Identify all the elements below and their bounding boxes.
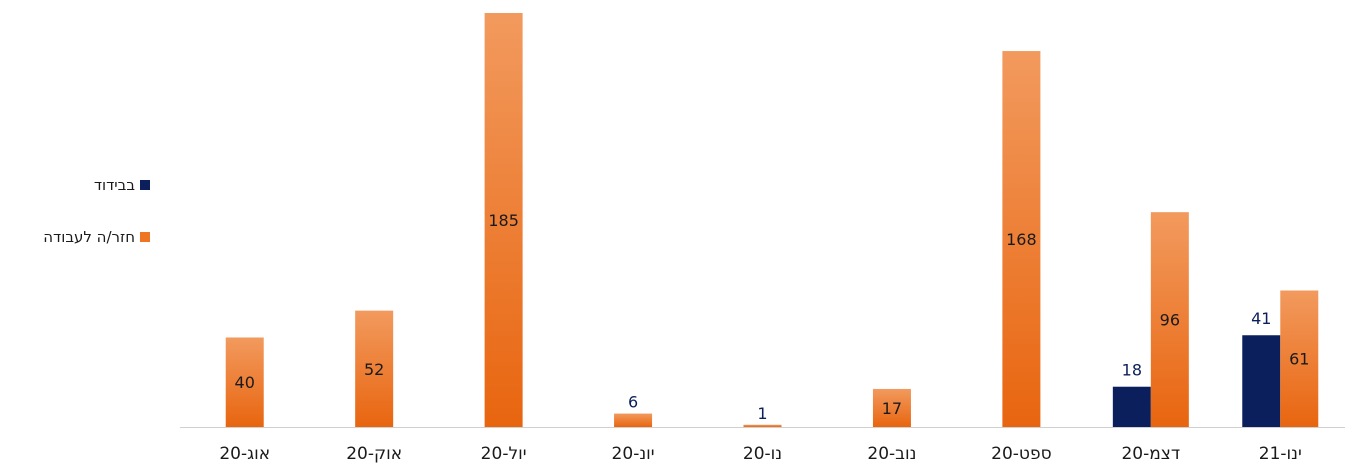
x-tick-labels-layer: אוג-20 אוק-20 יול-20 יונ-20 נו-20 נוב-20 ספט-2…	[219, 444, 1301, 464]
data-label-returned: 6	[628, 393, 638, 412]
data-label-returned: 61	[1289, 350, 1309, 369]
data-label-returned: 40	[235, 373, 255, 392]
data-label-returned: 168	[1006, 230, 1037, 249]
x-tick-label: ספט-20	[991, 444, 1051, 464]
bar-returned	[355, 310, 394, 427]
data-label-returned: 96	[1160, 311, 1180, 330]
data-label-isolation: 18	[1122, 361, 1142, 380]
bar-returned	[1150, 212, 1189, 427]
bar-isolation	[1242, 335, 1281, 427]
x-tick-label: יונ-20	[612, 444, 655, 464]
bar-returned	[614, 413, 653, 427]
bar-returned	[1280, 290, 1319, 427]
bars-layer	[225, 13, 1319, 427]
data-label-returned: 17	[882, 399, 902, 418]
x-tick-label: אוק-20	[346, 444, 402, 464]
bar-returned	[743, 424, 782, 427]
bar-returned	[225, 337, 264, 427]
data-label-isolation: 41	[1251, 309, 1271, 328]
data-label-returned: 1	[757, 404, 767, 423]
bar-isolation	[1112, 386, 1151, 427]
x-tick-label: ינו-21	[1259, 444, 1302, 464]
x-tick-label: יול-20	[481, 444, 527, 464]
x-tick-label: נו-20	[743, 444, 782, 464]
x-tick-label: אוג-20	[219, 444, 270, 464]
bar-returned	[872, 388, 911, 427]
x-tick-label: נוב-20	[867, 444, 916, 464]
data-label-returned: 52	[364, 360, 384, 379]
data-label-returned: 185	[488, 211, 519, 230]
bar-returned	[484, 13, 523, 427]
bar-returned	[1002, 51, 1041, 427]
x-tick-label: דצמ-20	[1121, 444, 1180, 464]
